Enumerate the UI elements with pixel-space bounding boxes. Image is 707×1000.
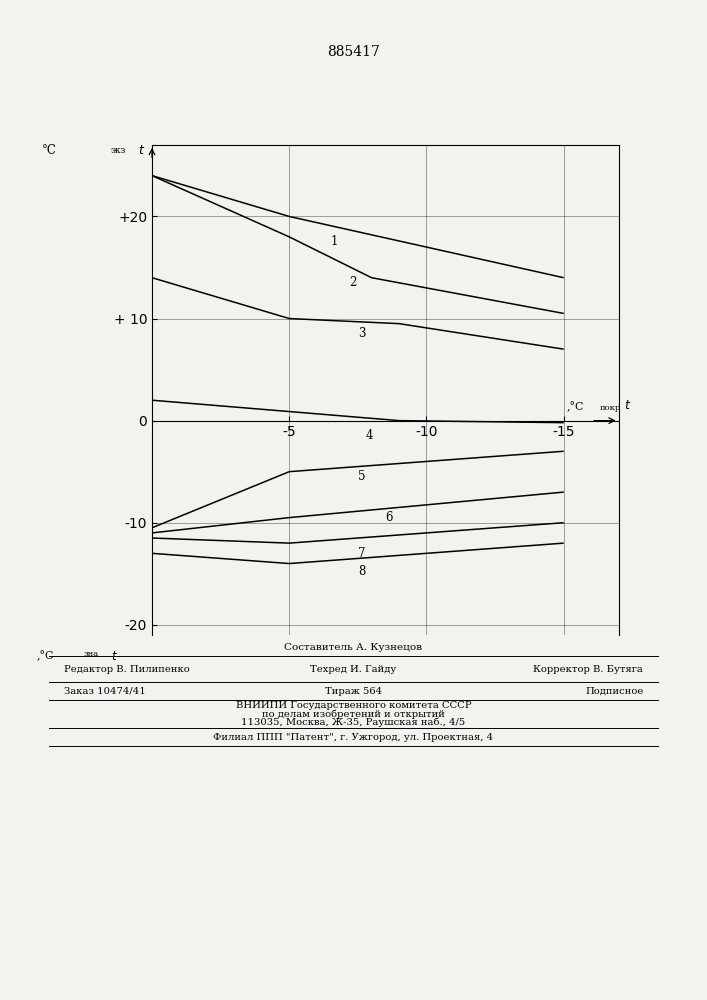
Text: ,°С: ,°С: [37, 650, 54, 661]
Text: 6: 6: [385, 511, 393, 524]
Text: 1: 1: [330, 235, 338, 248]
Text: Составитель А. Кузнецов: Составитель А. Кузнецов: [284, 643, 423, 652]
Text: Редактор В. Пилипенко: Редактор В. Пилипенко: [64, 665, 189, 674]
Text: $t$: $t$: [111, 650, 118, 663]
Text: экз: экз: [111, 146, 127, 155]
Text: покр: покр: [600, 404, 621, 412]
Text: °С: °С: [42, 144, 57, 157]
Text: $t$: $t$: [624, 399, 631, 412]
Text: 3: 3: [358, 327, 366, 340]
Text: 885417: 885417: [327, 45, 380, 59]
Text: по делам изобретений и открытий: по делам изобретений и открытий: [262, 709, 445, 719]
Text: $t$: $t$: [139, 144, 146, 157]
Text: Подписное: Подписное: [585, 686, 643, 696]
Text: 4: 4: [366, 429, 373, 442]
Text: Техред И. Гайду: Техред И. Гайду: [310, 665, 397, 674]
Text: 7: 7: [358, 547, 366, 560]
Text: Тираж 564: Тираж 564: [325, 686, 382, 696]
Text: Заказ 10474/41: Заказ 10474/41: [64, 686, 146, 696]
Text: ВНИИПИ Государственного комитета СССР: ВНИИПИ Государственного комитета СССР: [235, 701, 472, 710]
Text: 5: 5: [358, 470, 366, 483]
Text: Филиал ППП "Патент", г. Ужгород, ул. Проектная, 4: Филиал ППП "Патент", г. Ужгород, ул. Про…: [214, 732, 493, 742]
Text: ,°С: ,°С: [566, 402, 584, 412]
Text: зна: зна: [83, 650, 98, 658]
Text: 113035, Москва, Ж-35, Раушская наб., 4/5: 113035, Москва, Ж-35, Раушская наб., 4/5: [241, 718, 466, 727]
Text: 8: 8: [358, 565, 366, 578]
Text: Корректор В. Бутяга: Корректор В. Бутяга: [534, 665, 643, 674]
Text: 2: 2: [350, 276, 357, 289]
